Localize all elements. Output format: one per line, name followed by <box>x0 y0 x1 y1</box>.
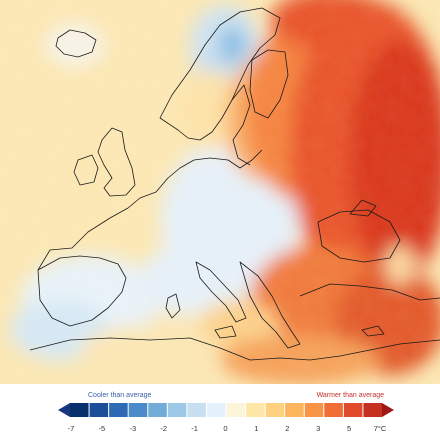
scale-tick-label: 2 <box>285 424 290 433</box>
scale-cell <box>70 403 89 417</box>
scale-cell <box>206 403 226 417</box>
scale-cell <box>187 403 206 417</box>
scale-cell <box>148 403 167 417</box>
scale-arrow-high <box>382 403 394 417</box>
scale-cell <box>226 403 246 417</box>
scale-cell <box>246 403 265 417</box>
scale-tick-label: 7°C <box>373 424 387 433</box>
scale-tick-label: 1 <box>254 424 259 433</box>
scale-arrow-low <box>58 403 70 417</box>
scale-cell <box>343 403 363 417</box>
scale-cell <box>109 403 128 417</box>
scale-tick-label: 0 <box>223 424 228 433</box>
scale-tick-label: -5 <box>98 424 106 433</box>
scale-tick-label: -1 <box>191 424 198 433</box>
warmer-than-average-label: Warmer than average <box>316 392 384 399</box>
temperature-anomaly-map <box>0 0 440 384</box>
scale-cell <box>265 403 285 417</box>
scale-cell <box>167 403 187 417</box>
scale-tick-label: -3 <box>129 424 137 433</box>
scale-cell <box>89 403 109 417</box>
scale-tick-label: 3 <box>316 424 321 433</box>
color-scale <box>58 403 394 417</box>
scale-cell <box>324 403 343 417</box>
scale-cell <box>304 403 324 417</box>
scale-tick-label: 5 <box>347 424 352 433</box>
scale-cell <box>128 403 148 417</box>
scale-tick-label: -7 <box>67 424 75 433</box>
scale-cell <box>363 403 382 417</box>
scale-cell <box>285 403 304 417</box>
cooler-than-average-label: Cooler than average <box>88 392 152 399</box>
scale-tick-label: -2 <box>160 424 168 433</box>
coastlines <box>29 7 440 361</box>
